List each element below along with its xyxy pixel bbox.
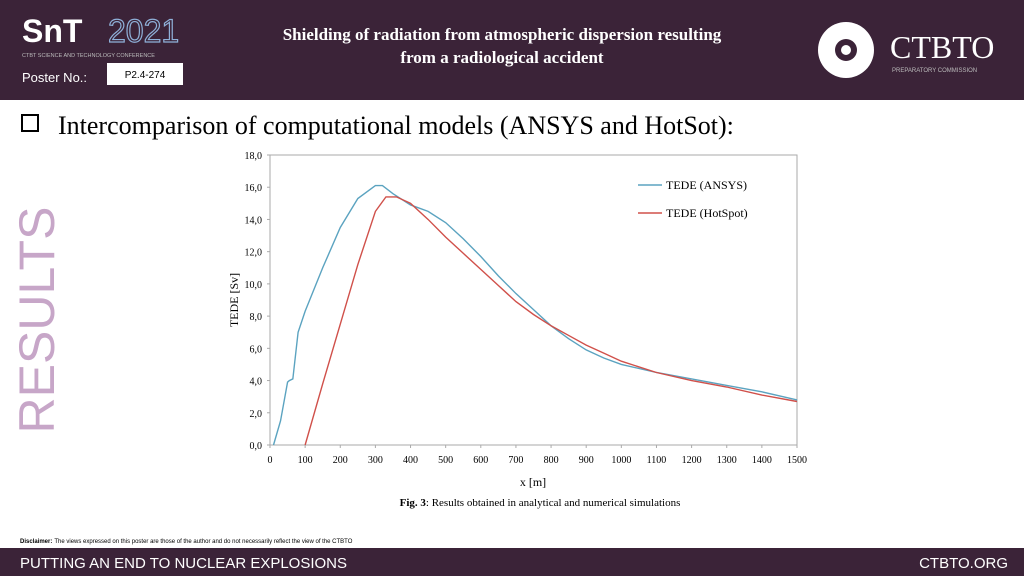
logo-sub: CTBT SCIENCE AND TECHNOLOGY CONFERENCE (22, 53, 155, 59)
y-tick-label: 4,0 (250, 377, 263, 388)
poster-box (107, 63, 183, 85)
x-tick-label: 1000 (611, 455, 631, 466)
checkbox-icon (21, 114, 39, 132)
x-axis-label: x [m] (520, 475, 546, 489)
poster-label: Poster No.: (22, 70, 87, 85)
logo-right-sub: PREPARATORY COMMISSION (892, 68, 977, 74)
legend-label: TEDE (HotSpot) (666, 206, 748, 220)
disclaimer: Disclaimer: The views expressed on this p… (20, 539, 353, 545)
y-tick-label: 0,0 (250, 441, 263, 452)
x-tick-label: 1300 (717, 455, 737, 466)
series-line (272, 184, 798, 446)
y-tick-label: 12,0 (245, 248, 263, 259)
x-tick-label: 0 (268, 455, 273, 466)
x-tick-label: 300 (368, 455, 383, 466)
legend-label: TEDE (ANSYS) (666, 178, 747, 192)
x-tick-label: 700 (508, 455, 523, 466)
y-tick-label: 10,0 (245, 280, 263, 291)
title: Shielding of radiation from atmospheric … (283, 25, 722, 44)
x-tick-label: 400 (403, 455, 418, 466)
x-tick-label: 1200 (682, 455, 702, 466)
caption-label: Fig. 3 (400, 497, 427, 509)
x-tick-label: 200 (333, 455, 348, 466)
footer-left: PUTTING AN END TO NUCLEAR EXPLOSIONS (20, 555, 347, 572)
y-axis-label: TEDE [Sv] (227, 273, 241, 327)
y-tick-label: 16,0 (245, 183, 263, 194)
x-tick-label: 900 (579, 455, 594, 466)
x-tick-label: 1400 (752, 455, 772, 466)
x-tick-label: 1100 (647, 455, 667, 466)
x-tick-label: 800 (544, 455, 559, 466)
ctbto-emblem-pupil (841, 45, 851, 55)
x-tick-label: 600 (473, 455, 488, 466)
caption-text: : Results obtained in analytical and num… (426, 497, 680, 509)
x-tick-label: 1500 (787, 455, 807, 466)
y-tick-label: 2,0 (250, 409, 263, 420)
logo-left: SnT (22, 13, 83, 49)
footer-bar (0, 548, 1024, 576)
x-tick-label: 500 (438, 455, 453, 466)
y-tick-label: 6,0 (250, 344, 263, 355)
disclaimer-label: Disclaimer: (20, 539, 52, 545)
series-line (304, 196, 798, 446)
section-heading: Intercomparison of computational models … (58, 111, 734, 140)
y-tick-label: 14,0 (245, 215, 263, 226)
caption: Fig. 3: Results obtained in analytical a… (400, 497, 681, 509)
side-label: RESULTS (9, 207, 65, 434)
logo-right: CTBTO (890, 29, 994, 65)
plot-frame (269, 154, 798, 446)
y-tick-label: 8,0 (250, 312, 263, 323)
poster-no: P2.4-274 (125, 70, 166, 81)
logo-year: 2021 (108, 13, 179, 49)
y-tick-label: 18,0 (245, 151, 263, 162)
disclaimer-text: The views expressed on this poster are t… (54, 539, 352, 545)
x-tick-label: 100 (298, 455, 313, 466)
footer-right: CTBTO.ORG (919, 555, 1008, 572)
title: from a radiological accident (400, 48, 604, 67)
